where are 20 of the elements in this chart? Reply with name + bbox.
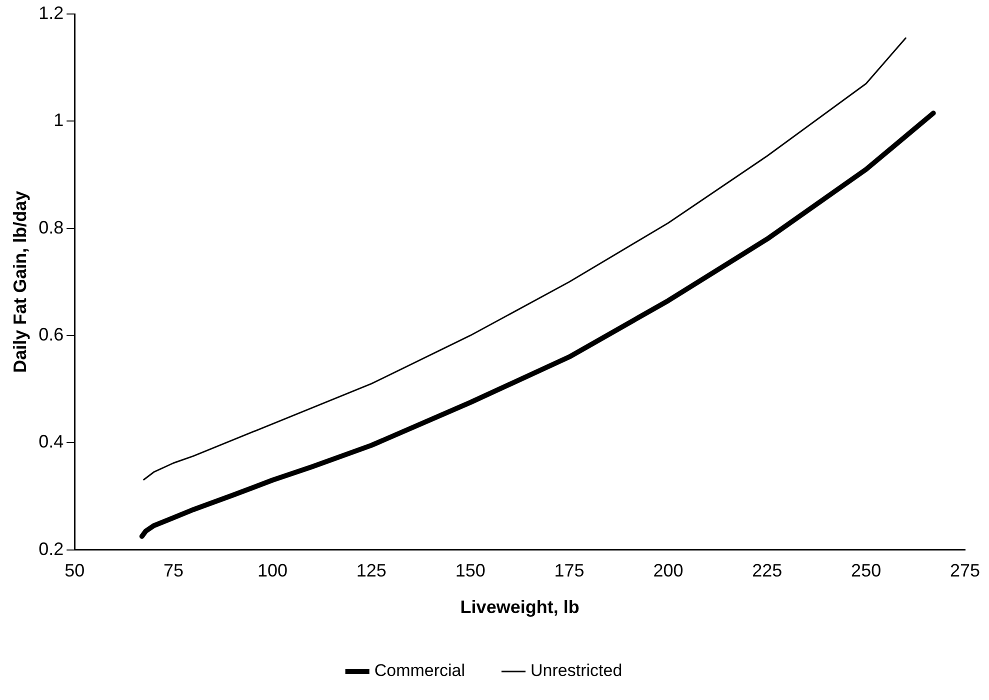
y-axis-title: Daily Fat Gain, lb/day [10,190,30,373]
y-tick-label: 1.2 [38,2,64,23]
x-axis-title: Liveweight, lb [460,597,580,618]
y-tick-label: 0.4 [38,432,64,452]
x-tick-label: 75 [164,560,184,581]
y-tick-label: 0.8 [38,217,64,238]
legend-label: Unrestricted [530,661,622,680]
x-tick-label: 250 [851,560,882,581]
x-tick-label: 150 [455,560,486,581]
y-tick-label: 0.2 [38,538,64,559]
x-tick-label: 175 [554,560,584,581]
y-tick-label: 1 [54,110,64,130]
x-tick-label: 275 [950,560,980,581]
y-tick-label: 0.6 [38,324,64,344]
x-tick-label: 50 [64,560,85,581]
x-tick-label: 100 [257,560,288,581]
x-tick-label: 225 [752,560,782,581]
x-tick-label: 125 [356,560,386,581]
legend-label: Commercial [374,661,466,680]
x-tick-label: 200 [653,560,684,581]
